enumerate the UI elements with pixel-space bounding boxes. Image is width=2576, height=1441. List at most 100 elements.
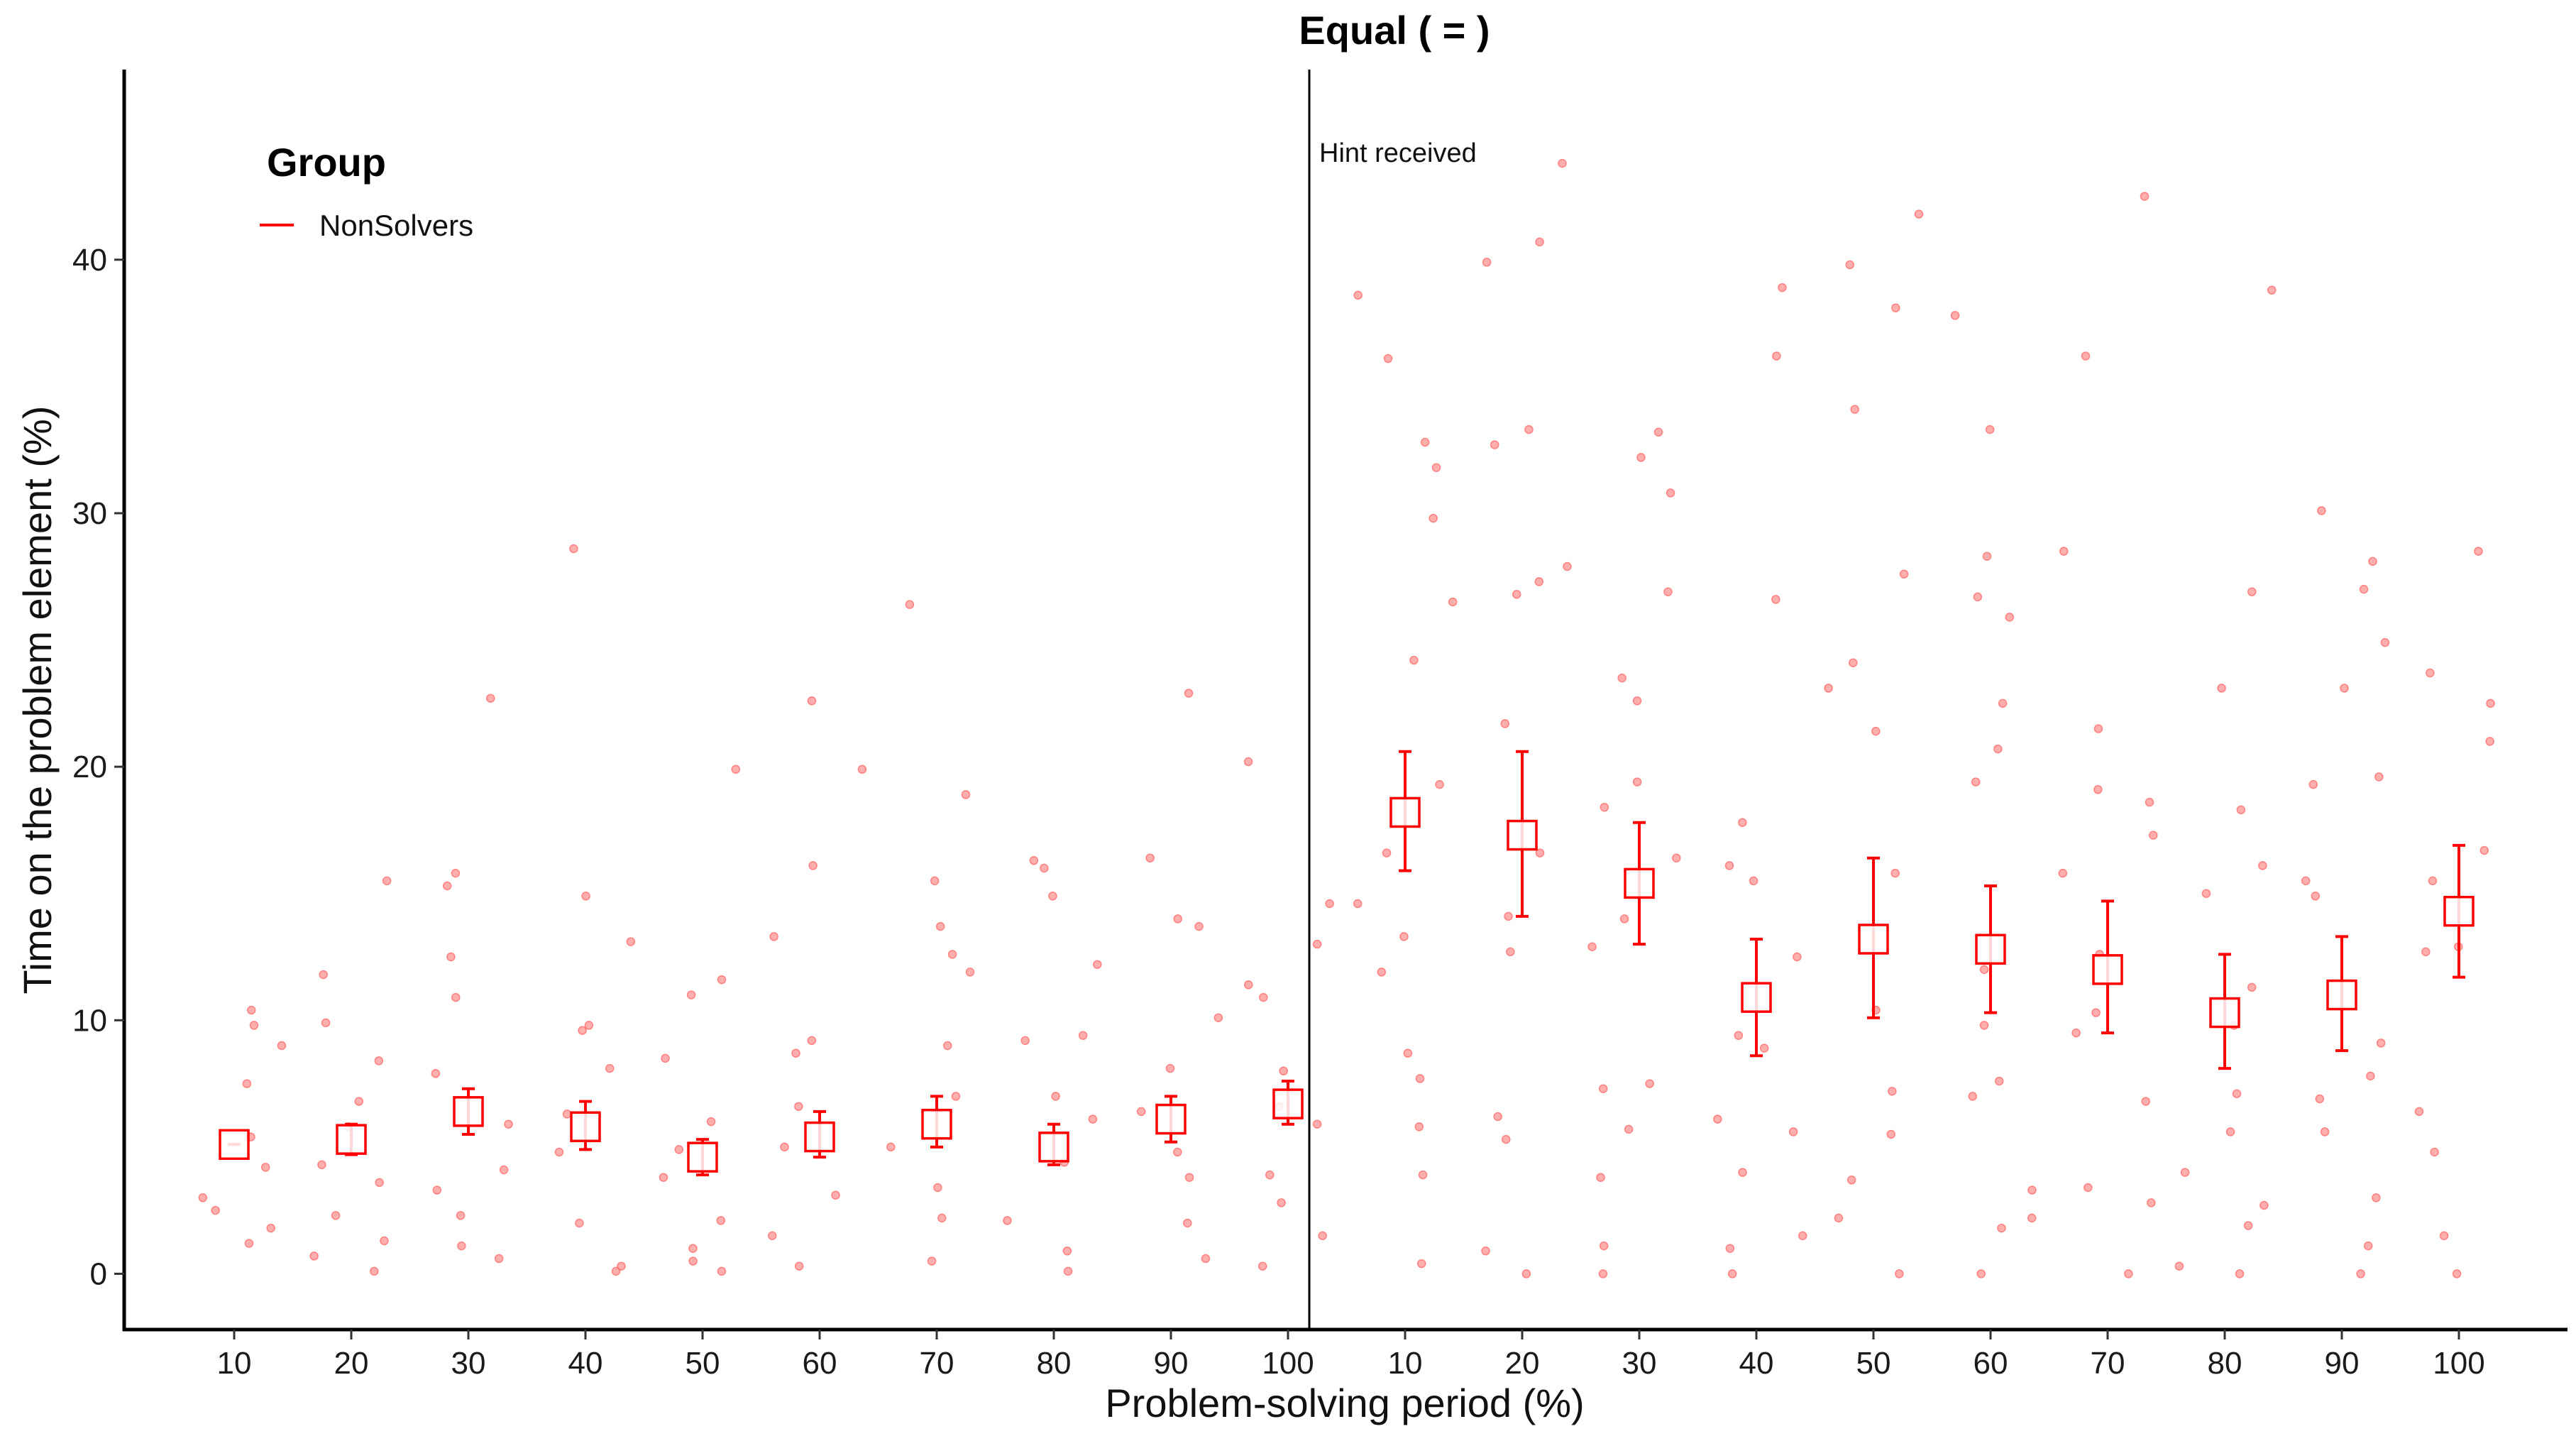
data-point (1998, 698, 2008, 708)
data-point (1778, 283, 1787, 292)
data-point (375, 1178, 384, 1188)
mean-marker (1272, 1088, 1304, 1119)
data-point (2225, 1127, 2235, 1136)
mean-marker (1155, 1103, 1187, 1135)
data-point (780, 1142, 789, 1152)
data-point (1636, 453, 1646, 462)
data-point (2426, 668, 2435, 678)
data-point (1672, 853, 1681, 862)
x-tick-label: 10 (1388, 1346, 1423, 1381)
data-point (1982, 552, 1992, 561)
data-point (808, 861, 818, 870)
data-point (1985, 424, 1995, 434)
x-tick-label: 60 (1974, 1346, 2008, 1381)
data-point (1078, 1031, 1088, 1040)
data-point (2311, 892, 2321, 901)
data-point (1029, 856, 1039, 865)
data-point (943, 1041, 952, 1051)
data-point (260, 1163, 270, 1172)
data-point (2201, 889, 2211, 898)
mean-marks-layer (219, 750, 2475, 1177)
data-point (2081, 351, 2091, 361)
data-point (242, 1079, 252, 1088)
data-point (1277, 1198, 1286, 1207)
mean-marker (1741, 982, 1772, 1013)
x-tick-label: 80 (2208, 1346, 2242, 1381)
data-point (1968, 1092, 1977, 1101)
data-point (1771, 595, 1780, 604)
data-point (446, 952, 456, 962)
data-point (2259, 1200, 2269, 1210)
data-point (1845, 260, 1854, 270)
data-point (321, 1018, 331, 1028)
data-point (504, 1119, 513, 1129)
hint-received-annotation: Hint received (1319, 138, 1477, 168)
data-point (2317, 506, 2326, 515)
data-point (1512, 590, 1521, 599)
x-tick-label: 30 (451, 1346, 486, 1381)
data-point (584, 1021, 594, 1030)
data-point (581, 892, 590, 901)
data-point (1850, 405, 1859, 414)
data-point (1793, 952, 1802, 962)
data-point (1399, 932, 1409, 941)
data-point (1259, 992, 1268, 1002)
mean-marker (921, 1108, 952, 1140)
data-point (2356, 1269, 2365, 1278)
mean-marker (1507, 819, 1538, 851)
data-point (1979, 1021, 1989, 1030)
data-point (951, 1092, 961, 1101)
data-point (1020, 1036, 1030, 1046)
data-point (382, 876, 392, 886)
mean-marker (570, 1111, 601, 1143)
data-point (2485, 737, 2494, 746)
data-point (2174, 1261, 2184, 1271)
data-point (717, 975, 727, 985)
data-point (605, 1063, 615, 1073)
data-point (1759, 1043, 1769, 1053)
x-tick-label: 100 (2433, 1346, 2484, 1381)
data-point (2430, 1147, 2439, 1157)
x-tick-label: 40 (1739, 1346, 1774, 1381)
x-tick-label: 60 (803, 1346, 837, 1381)
data-point (1632, 696, 1642, 706)
data-point (1524, 424, 1534, 434)
legend-title: Group (267, 140, 386, 185)
data-point (1535, 237, 1544, 247)
data-point (2315, 1094, 2325, 1104)
y-tick-label: 40 (72, 243, 107, 278)
x-tick-label: 90 (1154, 1346, 1189, 1381)
data-point (374, 1056, 384, 1065)
data-point (2232, 1089, 2242, 1099)
data-point (2359, 584, 2369, 594)
data-point (1431, 463, 1441, 472)
data-point (1062, 1247, 1072, 1256)
x-tick-label: 30 (1622, 1346, 1657, 1381)
data-point (1500, 719, 1510, 728)
data-point (1788, 1127, 1798, 1136)
data-point (2071, 1028, 2081, 1038)
data-point (1409, 655, 1419, 665)
data-point (1063, 1266, 1073, 1276)
data-point (1891, 303, 1900, 312)
mean-marker (2209, 997, 2240, 1029)
data-point (1482, 258, 1492, 267)
data-point (2301, 876, 2311, 886)
data-point (499, 1165, 509, 1175)
legend: Group NonSolvers (260, 140, 473, 242)
data-point (2439, 1231, 2449, 1241)
data-point (886, 1142, 896, 1152)
mean-marker (1038, 1132, 1069, 1163)
y-tick-label: 20 (72, 750, 107, 784)
data-point (1558, 158, 1567, 168)
data-point (457, 1241, 466, 1251)
data-point (1312, 939, 1322, 949)
data-point (1727, 1269, 1737, 1278)
data-point (1738, 1168, 1747, 1177)
data-point (1535, 848, 1545, 858)
data-point (706, 1117, 716, 1127)
data-point (1504, 911, 1513, 921)
data-point (2363, 1241, 2373, 1251)
data-point (2376, 1039, 2386, 1048)
data-point (1598, 1269, 1608, 1278)
